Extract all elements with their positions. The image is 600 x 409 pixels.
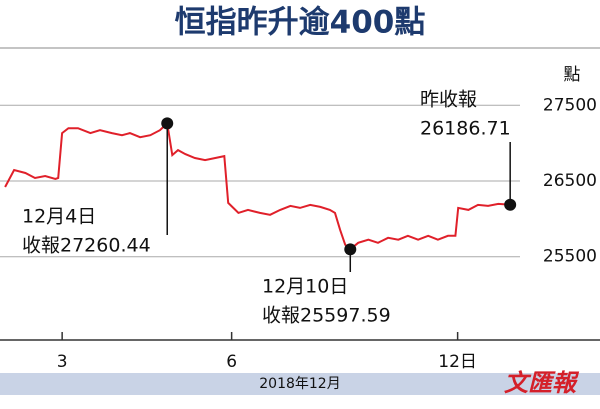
callout-dot [344,243,357,256]
annotation: 26186.71 [420,118,511,140]
annotation: 12月4日 [22,206,96,228]
x-tick-label: 3 [57,352,68,372]
chart-title: 恒指昨升逾400點 [175,5,426,41]
annotation: 昨收報 [420,89,477,111]
x-tick-label: 6 [226,352,237,372]
callout-dot [504,198,517,211]
annotation: 收報25597.59 [262,305,391,327]
x-axis-label: 2018年12月 [259,376,340,392]
callout-dot [161,117,174,130]
logo: 文匯報 [504,369,580,397]
x-tick-label: 12日 [438,352,477,372]
x-label-band [0,373,600,395]
annotation: 收報27260.44 [22,235,151,257]
y-unit: 點 [564,65,581,85]
line [4,121,511,251]
annotation: 12月10日 [262,276,348,298]
y-tick-label: 26500 [543,171,597,191]
y-tick-label: 27500 [543,95,597,115]
y-tick-label: 25500 [543,247,597,267]
